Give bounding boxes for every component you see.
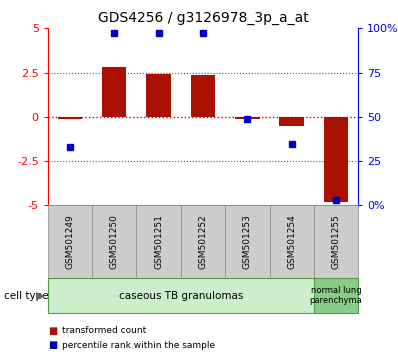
Text: GSM501253: GSM501253 — [243, 214, 252, 269]
Text: cell type: cell type — [4, 291, 49, 301]
Text: ■: ■ — [48, 326, 57, 336]
Bar — [279, 117, 304, 126]
Text: GSM501251: GSM501251 — [154, 214, 163, 269]
Text: GSM501255: GSM501255 — [332, 214, 341, 269]
Bar — [191, 75, 215, 117]
Text: caseous TB granulomas: caseous TB granulomas — [119, 291, 243, 301]
Text: transformed count: transformed count — [62, 326, 146, 336]
Text: GSM501254: GSM501254 — [287, 214, 296, 269]
Bar — [58, 117, 82, 120]
Text: GSM501250: GSM501250 — [110, 214, 119, 269]
Title: GDS4256 / g3126978_3p_a_at: GDS4256 / g3126978_3p_a_at — [98, 11, 308, 24]
Bar — [146, 74, 171, 117]
Text: ■: ■ — [48, 340, 57, 350]
Text: normal lung
parenchyma: normal lung parenchyma — [310, 286, 363, 305]
Text: GSM501249: GSM501249 — [65, 214, 74, 269]
Bar — [102, 67, 127, 117]
Text: ▶: ▶ — [36, 291, 44, 301]
Bar — [235, 117, 259, 119]
Text: percentile rank within the sample: percentile rank within the sample — [62, 341, 215, 350]
Bar — [324, 117, 348, 202]
Text: GSM501252: GSM501252 — [199, 214, 207, 269]
